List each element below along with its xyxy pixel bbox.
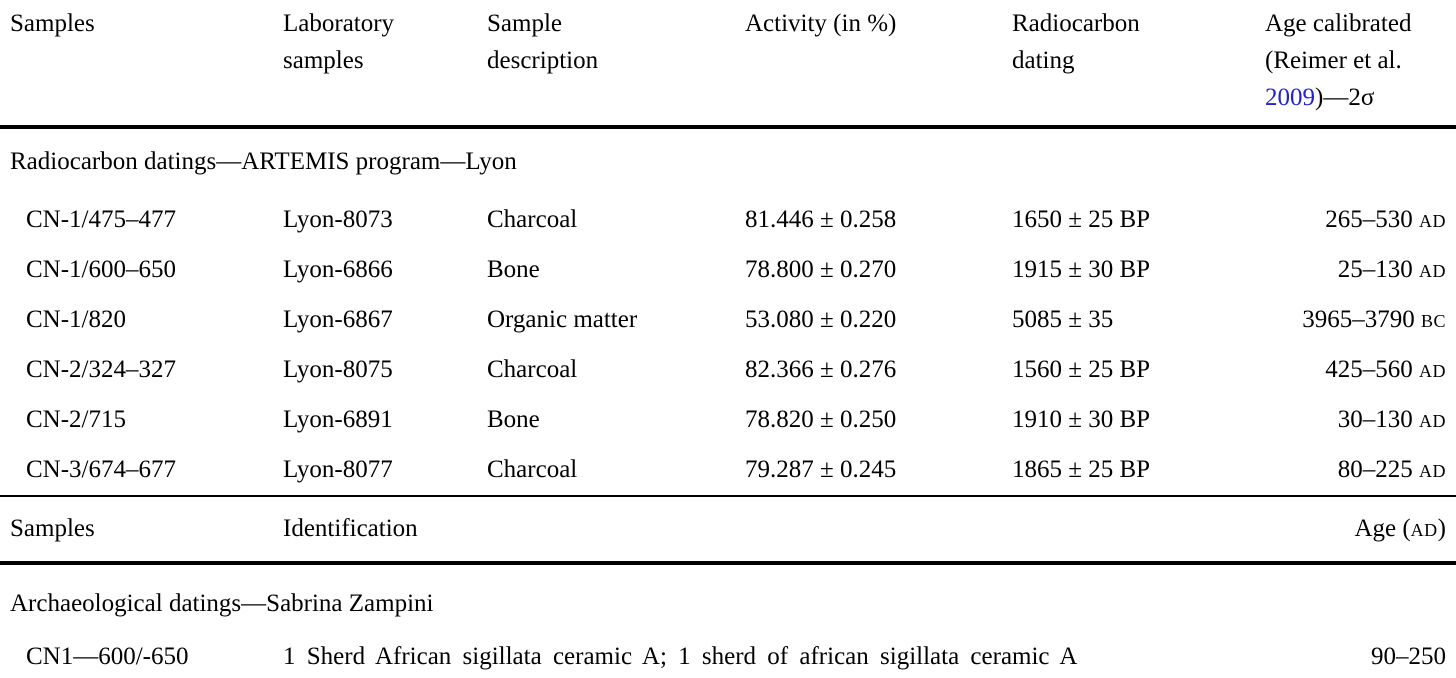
- cell-dating: 1910 ± 30 BP: [1012, 406, 1151, 433]
- column-header-sample-description: Sample description: [487, 0, 745, 129]
- citation-link-2009[interactable]: 2009: [1265, 84, 1315, 111]
- table-row: CN1—600/-650 1 Sherd African sigillata c…: [0, 643, 1456, 678]
- cell-dating: 5085 ± 35: [1012, 306, 1114, 333]
- cell-activity: 78.800 ± 0.270: [745, 256, 897, 283]
- cell-sample: CN-3/674–677: [26, 456, 176, 483]
- column-header-activity: Activity (in %): [745, 0, 1012, 129]
- era-badge: AD: [1419, 361, 1446, 381]
- cell-lab: Lyon-8077: [283, 456, 393, 483]
- table-row: CN-1/820 Lyon-6867 Organic matter 53.080…: [0, 295, 1456, 345]
- cell-description: Bone: [487, 256, 540, 283]
- table-row: CN-1/600–650 Lyon-6866 Bone 78.800 ± 0.2…: [0, 245, 1456, 295]
- cell-lab: Lyon-6891: [283, 406, 393, 433]
- cell-identification: 1 Sherd African sigillata ceramic A; 1 s…: [283, 643, 1078, 670]
- era-badge: AD: [1410, 520, 1438, 540]
- cell-lab: Lyon-8073: [283, 206, 393, 233]
- cell-age: 25–130 AD: [1337, 256, 1446, 283]
- era-badge: AD: [1419, 411, 1446, 431]
- cell-activity: 81.446 ± 0.258: [745, 206, 897, 233]
- cell-description: Charcoal: [487, 456, 578, 483]
- table-row: CN-3/674–677 Lyon-8077 Charcoal 79.287 ±…: [0, 445, 1456, 496]
- cell-activity: 79.287 ± 0.245: [745, 456, 897, 483]
- age-header-suffix: )—2σ: [1315, 84, 1375, 111]
- cell-age: 80–225 AD: [1337, 456, 1446, 483]
- table-row: CN-2/715 Lyon-6891 Bone 78.820 ± 0.250 1…: [0, 395, 1456, 445]
- cell-description: Organic matter: [487, 306, 638, 333]
- era-badge: AD: [1419, 211, 1446, 231]
- column-header-samples-2: Samples: [0, 495, 283, 565]
- cell-dating: 1650 ± 25 BP: [1012, 206, 1151, 233]
- column-header-age-ad: Age (AD): [1265, 495, 1456, 565]
- cell-activity: 78.820 ± 0.250: [745, 406, 897, 433]
- era-badge: AD: [1419, 461, 1446, 481]
- cell-sample: CN-2/324–327: [26, 356, 176, 383]
- cell-description: Charcoal: [487, 206, 578, 233]
- column-header-identification: Identification: [283, 495, 1265, 565]
- cell-description: Charcoal: [487, 356, 578, 383]
- cell-activity: 53.080 ± 0.220: [745, 306, 897, 333]
- cell-lab: Lyon-6867: [283, 306, 393, 333]
- cell-age: 90–250: [1371, 643, 1446, 670]
- table-row: CN-2/324–327 Lyon-8075 Charcoal 82.366 ±…: [0, 345, 1456, 395]
- cell-age: 425–560 AD: [1325, 356, 1446, 383]
- cell-dating: 1915 ± 30 BP: [1012, 256, 1151, 283]
- column-header-radiocarbon-dating: Radiocarbon dating: [1012, 0, 1265, 129]
- cell-lab: Lyon-8075: [283, 356, 393, 383]
- cell-dating: 1560 ± 25 BP: [1012, 356, 1151, 383]
- cell-age: 30–130 AD: [1337, 406, 1446, 433]
- section-title-radiocarbon-row: Radiocarbon datings—ARTEMIS program—Lyon: [0, 127, 1456, 195]
- table1-header-row: Samples Laboratory samples Sample descri…: [0, 0, 1456, 129]
- table2-header-row: Samples Identification Age (AD): [0, 495, 1456, 565]
- era-badge: AD: [1419, 261, 1446, 281]
- cell-sample: CN-2/715: [26, 406, 126, 433]
- cell-dating: 1865 ± 25 BP: [1012, 456, 1151, 483]
- column-header-samples: Samples: [0, 0, 283, 129]
- section-title-radiocarbon: Radiocarbon datings—ARTEMIS program—Lyon: [10, 148, 517, 175]
- era-badge: BC: [1420, 311, 1446, 331]
- column-header-laboratory-samples: Laboratory samples: [283, 0, 487, 129]
- section-title-archaeological: Archaeological datings—Sabrina Zampini: [10, 590, 434, 617]
- section-title-archaeological-row: Archaeological datings—Sabrina Zampini: [0, 563, 1456, 643]
- column-header-samples-label: Samples: [10, 10, 95, 37]
- table-row: CN-1/475–477 Lyon-8073 Charcoal 81.446 ±…: [0, 195, 1456, 245]
- cell-sample: CN-1/475–477: [26, 206, 176, 233]
- cell-lab: Lyon-6866: [283, 256, 393, 283]
- cell-description: Bone: [487, 406, 540, 433]
- cell-age: 3965–3790 BC: [1302, 306, 1446, 333]
- cell-age: 265–530 AD: [1325, 206, 1446, 233]
- cell-sample: CN-1/820: [26, 306, 126, 333]
- cell-sample: CN1—600/-650: [26, 643, 189, 670]
- cell-sample: CN-1/600–650: [26, 256, 176, 283]
- column-header-age-calibrated: Age calibrated (Reimer et al. 2009)—2σ: [1265, 0, 1456, 129]
- cell-activity: 82.366 ± 0.276: [745, 356, 897, 383]
